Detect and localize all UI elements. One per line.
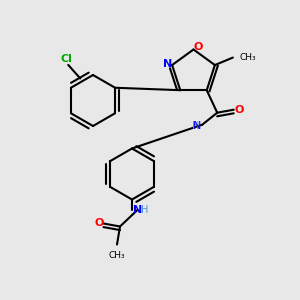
Text: H: H bbox=[192, 121, 199, 131]
Text: N: N bbox=[163, 58, 172, 68]
Text: N: N bbox=[133, 205, 142, 215]
Text: CH₃: CH₃ bbox=[109, 250, 125, 260]
Text: O: O bbox=[193, 41, 203, 52]
Text: CH₃: CH₃ bbox=[239, 53, 256, 62]
Text: O: O bbox=[94, 218, 104, 228]
Text: N: N bbox=[193, 121, 202, 131]
Text: Cl: Cl bbox=[61, 54, 73, 64]
Text: O: O bbox=[234, 105, 244, 115]
Text: H: H bbox=[141, 205, 148, 215]
